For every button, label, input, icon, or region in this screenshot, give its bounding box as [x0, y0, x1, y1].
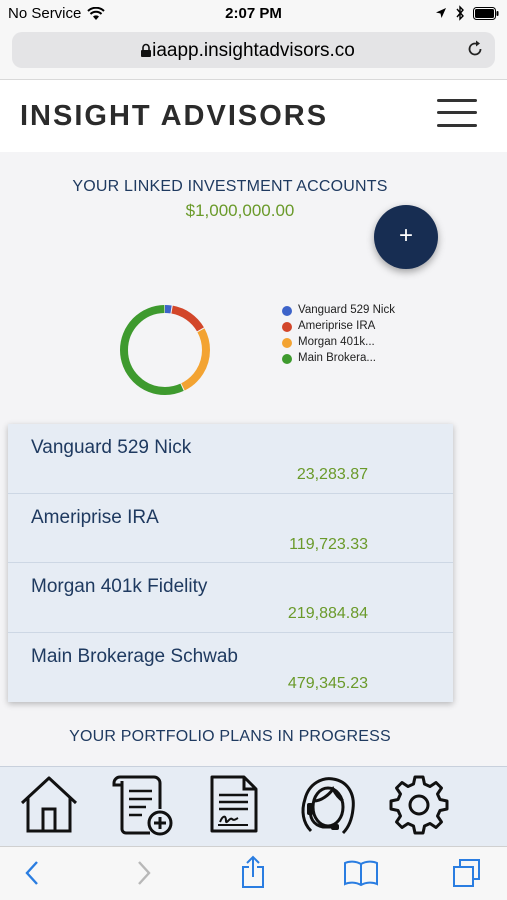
legend-item: Morgan 401k...	[282, 336, 402, 348]
account-row[interactable]: Main Brokerage Schwab 479,345.23	[8, 633, 453, 703]
legend-label: Vanguard 529 Nick	[298, 304, 395, 316]
battery-icon	[473, 6, 499, 20]
status-right	[435, 5, 499, 21]
legend-swatch	[282, 338, 292, 348]
donut-slice-3	[120, 305, 210, 395]
legend-swatch	[282, 306, 292, 316]
settings-gear-icon[interactable]	[387, 773, 451, 837]
accounts-title: YOUR LINKED INVESTMENT ACCOUNTS	[72, 178, 388, 195]
new-plan-icon[interactable]	[108, 773, 174, 837]
location-arrow-icon	[436, 8, 446, 18]
browser-toolbar	[0, 846, 507, 900]
account-value: 219,884.84	[287, 605, 368, 622]
menu-icon[interactable]	[437, 97, 477, 129]
carrier-label: No Service	[8, 5, 82, 22]
url-text: iaapp.insightadvisors.co	[152, 40, 355, 61]
lock-icon	[141, 43, 151, 57]
account-name: Morgan 401k Fidelity	[31, 576, 208, 597]
legend-label: Ameriprise IRA	[298, 320, 376, 332]
tabs-icon[interactable]	[452, 858, 482, 888]
account-name: Ameriprise IRA	[31, 506, 159, 528]
chart-legend: Vanguard 529 Nick Ameriprise IRA Morgan …	[282, 304, 402, 368]
legend-item: Vanguard 529 Nick	[282, 304, 402, 316]
donut-slice-4	[120, 305, 210, 395]
account-value: 119,723.33	[289, 535, 368, 553]
address-bar[interactable]: iaapp.insightadvisors.co	[12, 32, 495, 68]
account-list: Vanguard 529 Nick 23,283.87 Ameriprise I…	[8, 424, 453, 702]
account-name: Main Brokerage Schwab	[31, 645, 238, 667]
app-header: INSIGHT ADVISORS	[0, 80, 507, 152]
bottom-nav	[0, 766, 507, 846]
add-account-button[interactable]: +	[374, 205, 438, 269]
carrier-info: No Service	[8, 5, 106, 22]
legend-swatch	[282, 322, 292, 332]
home-icon[interactable]	[18, 773, 80, 835]
reload-icon[interactable]	[465, 39, 485, 59]
legend-label: Morgan 401k...	[298, 336, 375, 348]
document-sign-icon[interactable]	[208, 773, 260, 835]
account-row[interactable]: Vanguard 529 Nick 23,283.87	[8, 424, 453, 494]
account-row[interactable]: Ameriprise IRA 119,723.33	[8, 494, 453, 563]
legend-item: Main Brokera...	[282, 352, 402, 364]
account-value: 479,345.23	[287, 674, 368, 692]
legend-swatch	[282, 354, 292, 364]
wifi-icon	[87, 6, 106, 20]
allocation-donut-chart	[120, 305, 210, 395]
browser-chrome: iaapp.insightadvisors.co	[0, 28, 507, 80]
bluetooth-icon	[456, 5, 464, 21]
accounts-total: $1,000,000.00	[185, 201, 295, 220]
legend-item: Ameriprise IRA	[282, 320, 402, 332]
donut-slice-1	[120, 305, 210, 395]
forward-icon[interactable]	[136, 860, 152, 886]
clock: 2:07 PM	[225, 5, 282, 22]
account-name: Vanguard 529 Nick	[31, 437, 192, 458]
plans-title: YOUR PORTFOLIO PLANS IN PROGRESS	[69, 728, 391, 745]
bookmarks-icon[interactable]	[343, 859, 379, 887]
account-value: 23,283.87	[296, 466, 368, 483]
status-bar: No Service 2:07 PM	[0, 0, 507, 28]
back-icon[interactable]	[24, 860, 40, 886]
legend-label: Main Brokera...	[298, 352, 376, 364]
support-agent-icon[interactable]	[293, 773, 363, 837]
brand-logo: INSIGHT ADVISORS	[20, 100, 329, 132]
share-icon[interactable]	[240, 855, 266, 889]
account-row[interactable]: Morgan 401k Fidelity 219,884.84	[8, 563, 453, 633]
